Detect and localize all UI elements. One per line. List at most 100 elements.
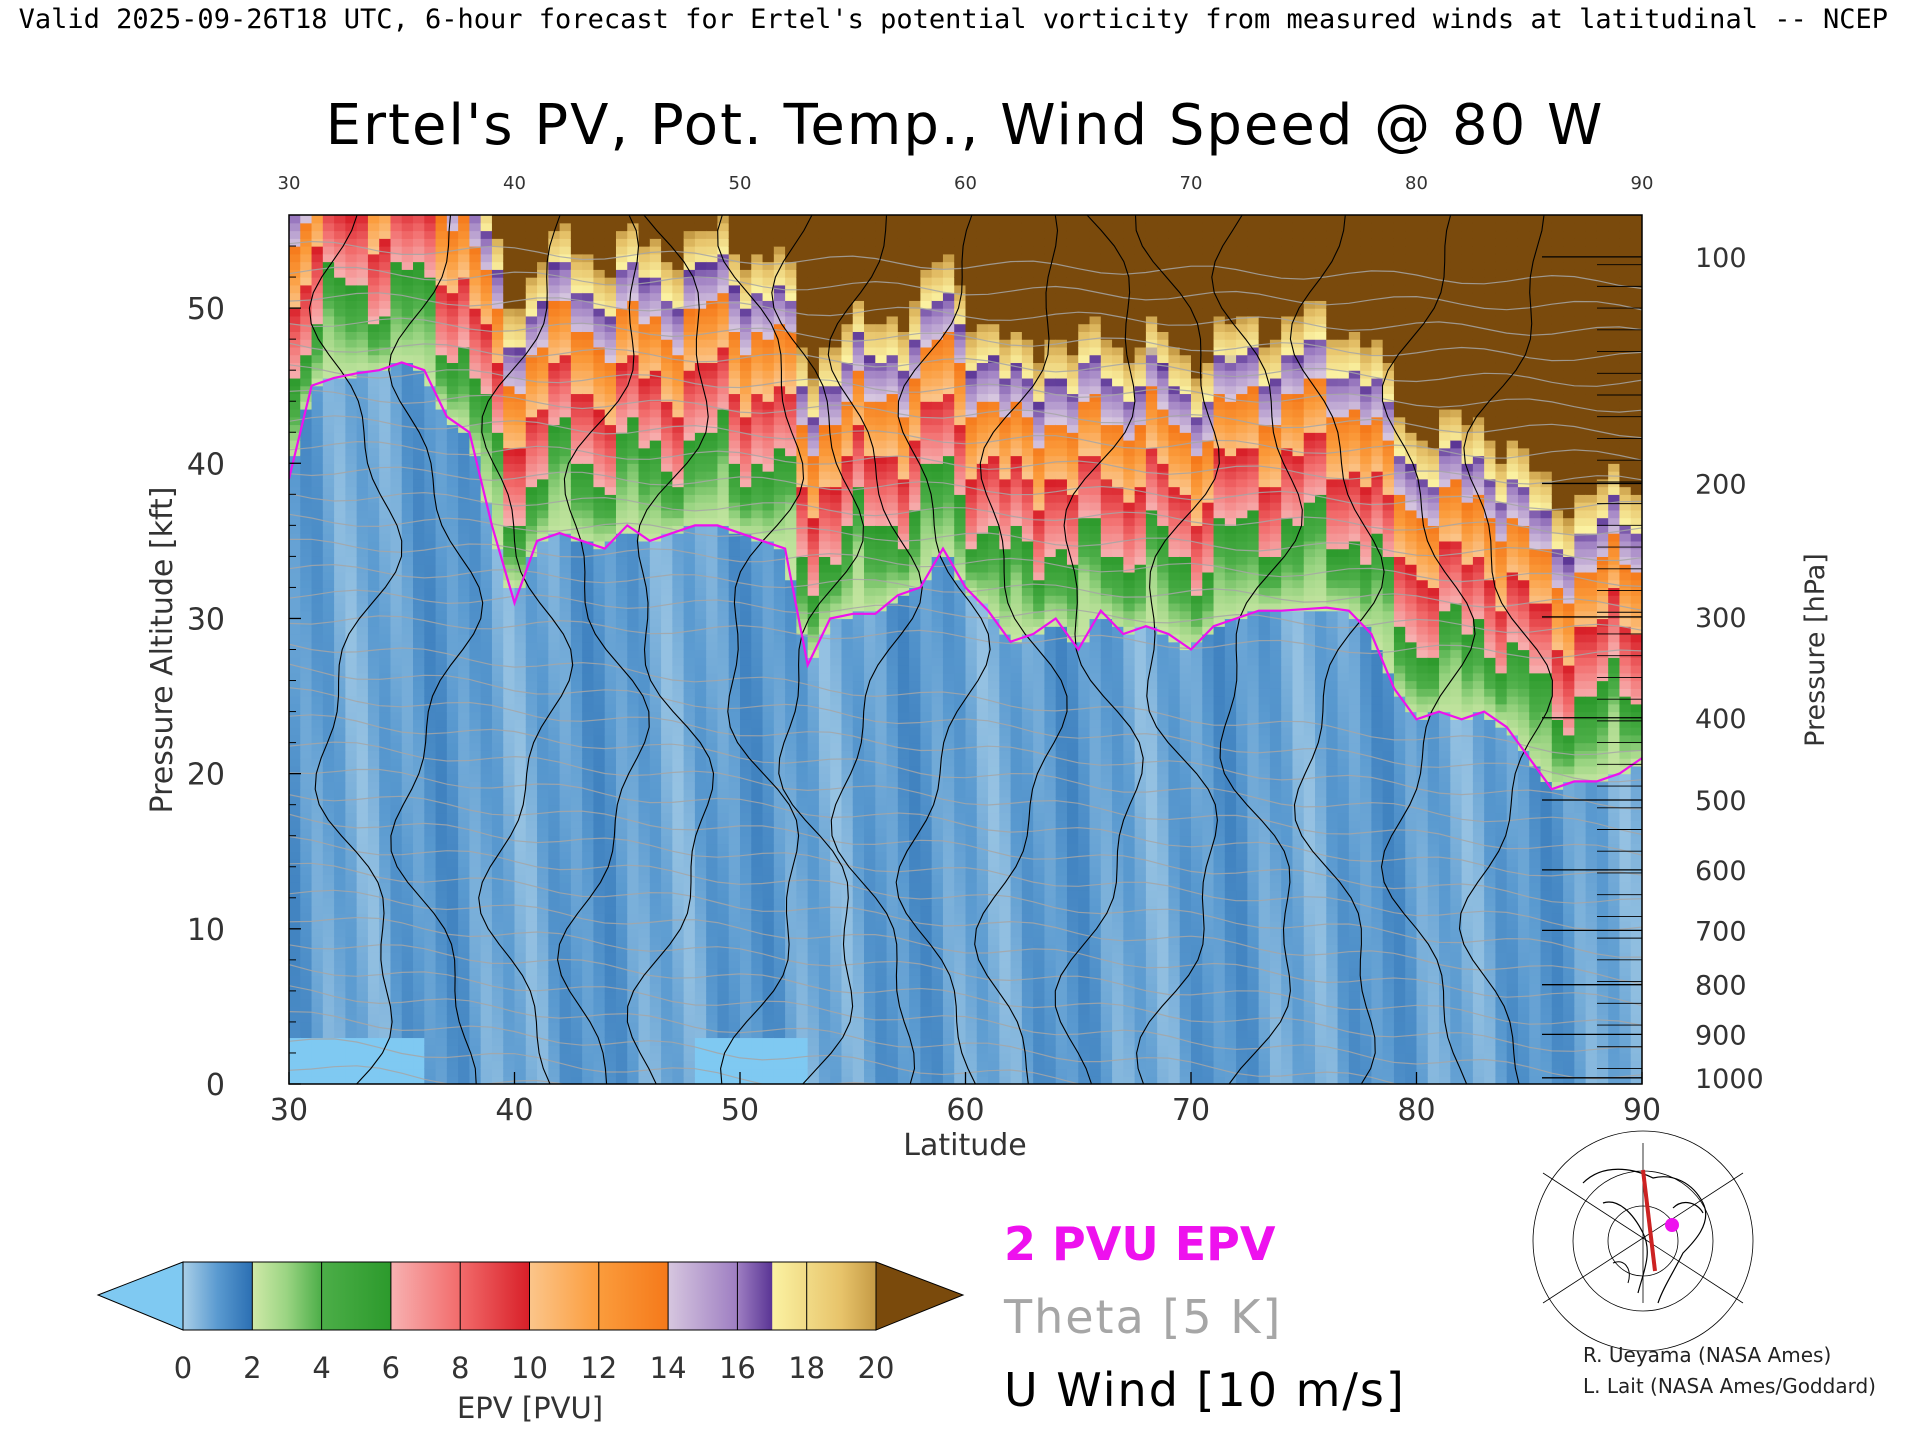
epv-cell [413, 905, 425, 914]
epv-cell [334, 486, 346, 495]
epv-cell [480, 517, 493, 526]
epv-cell [661, 672, 673, 682]
epv-cell [740, 680, 752, 689]
epv-cell [424, 1060, 437, 1070]
epv-cell [300, 455, 313, 464]
epv-cell [311, 1060, 324, 1070]
epv-cell [593, 657, 606, 666]
epv-cell [480, 463, 493, 472]
epv-cell [334, 820, 346, 829]
epv-cell [435, 765, 448, 775]
epv-cell [537, 1068, 549, 1077]
epv-cell [740, 719, 752, 728]
epv-cell [683, 502, 696, 511]
epv-cell [548, 742, 561, 751]
epv-cell [401, 952, 414, 961]
epv-cell [322, 277, 335, 286]
epv-cell [289, 657, 301, 666]
epv-cell [300, 509, 313, 519]
epv-cell [728, 401, 741, 410]
epv-cell [615, 323, 628, 332]
epv-cell [683, 432, 696, 441]
epv-cell [424, 331, 437, 340]
epv-cell [661, 424, 673, 433]
epv-cell [604, 703, 617, 713]
epv-cell [491, 649, 504, 658]
epv-cell [604, 424, 617, 433]
epv-cell [683, 230, 696, 239]
epv-cell [762, 393, 775, 402]
epv-cell [480, 858, 493, 868]
epv-cell [334, 773, 346, 782]
epv-cell [762, 1037, 775, 1046]
epv-cell [356, 975, 369, 984]
epv-cell [548, 858, 561, 868]
epv-cell [672, 742, 685, 751]
epv-cell [537, 525, 549, 534]
epv-cell [773, 796, 786, 806]
epv-cell [424, 486, 437, 495]
epv-cell [638, 711, 651, 720]
epv-cell [649, 649, 662, 658]
epv-cell [773, 1037, 786, 1046]
epv-cell [582, 921, 595, 930]
epv-cell [593, 540, 606, 550]
epv-cell [446, 261, 459, 270]
epv-cell [582, 579, 595, 589]
epv-cell [548, 781, 561, 790]
epv-cell [514, 246, 527, 255]
epv-cell [424, 556, 437, 565]
epv-cell [300, 432, 313, 441]
epv-cell [706, 261, 719, 270]
epv-cell [593, 975, 606, 984]
epv-cell [525, 362, 538, 371]
epv-cell [762, 215, 775, 224]
epv-cell [762, 1076, 775, 1084]
epv-cell [559, 905, 572, 914]
epv-cell [559, 525, 572, 534]
epv-cell [559, 517, 572, 526]
epv-cell [661, 781, 673, 790]
epv-cell [480, 967, 493, 976]
epv-cell [345, 455, 358, 464]
epv-cell [773, 564, 786, 573]
epv-cell [694, 494, 707, 503]
epv-cell [751, 1037, 764, 1046]
epv-cell [773, 424, 786, 433]
epv-cell [300, 261, 313, 270]
epv-cell [785, 657, 797, 666]
epv-cell [570, 773, 583, 782]
epv-cell [593, 222, 606, 232]
epv-cell [740, 641, 752, 651]
epv-cell [728, 758, 741, 767]
epv-cell [334, 517, 346, 526]
epv-cell [300, 377, 313, 387]
epv-cell [345, 1060, 358, 1070]
epv-cell [751, 277, 764, 286]
epv-cell [728, 1021, 741, 1031]
epv-cell [469, 253, 482, 263]
epv-cell [627, 952, 640, 961]
epv-cell [638, 975, 651, 984]
epv-cell [525, 222, 538, 232]
epv-cell [537, 393, 549, 402]
epv-cell [593, 1029, 606, 1039]
epv-cell [491, 564, 504, 573]
epv-cell [514, 1052, 527, 1062]
epv-cell [435, 851, 448, 860]
epv-cell [604, 719, 617, 728]
epv-cell [356, 727, 369, 736]
epv-cell [593, 432, 606, 441]
epv-cell [311, 959, 324, 969]
epv-cell [469, 393, 482, 402]
epv-cell [717, 215, 730, 224]
epv-cell [548, 874, 561, 883]
epv-cell [762, 765, 775, 775]
epv-cell [367, 393, 380, 402]
epv-cell [322, 300, 335, 309]
epv-cell [503, 843, 516, 852]
epv-cell [525, 533, 538, 542]
epv-cell [345, 463, 358, 472]
epv-cell [559, 727, 572, 736]
epv-cell [311, 727, 324, 736]
